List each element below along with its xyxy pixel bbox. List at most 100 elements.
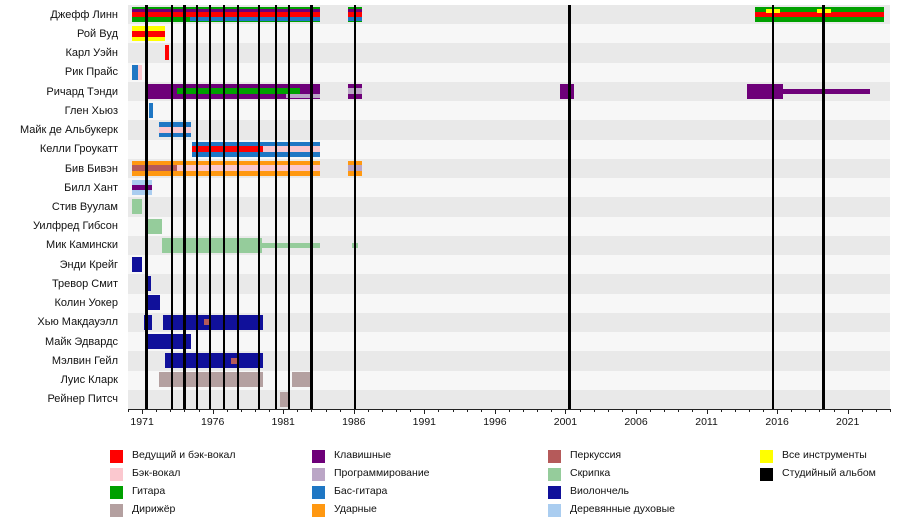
x-axis-tick [819, 409, 821, 412]
timeline-bar [132, 64, 138, 80]
timeline-bar [159, 126, 192, 133]
x-axis-tick [452, 409, 454, 412]
x-axis-tick [692, 409, 694, 412]
x-axis-tick [226, 409, 228, 412]
x-axis-tick [763, 409, 764, 412]
legend-label: Бэк-вокал [132, 467, 181, 479]
studio-album-line [310, 5, 313, 409]
legend-swatch-violin [548, 468, 561, 481]
row-band [128, 178, 890, 198]
x-axis-tick [593, 409, 595, 412]
x-axis-tick [325, 409, 327, 412]
timeline-bar [132, 11, 320, 18]
x-axis-tick [791, 409, 793, 412]
studio-album-line [236, 5, 240, 409]
x-axis-tick [466, 409, 468, 412]
row-band [128, 62, 890, 82]
x-axis-tick [240, 409, 242, 412]
x-axis-tick [353, 409, 355, 414]
x-axis-tick-label: 1971 [130, 416, 154, 428]
studio-album-line [771, 5, 775, 409]
x-axis-tick [396, 409, 398, 412]
y-axis-label: Рик Прайс [64, 66, 118, 79]
legend-swatch-lead_backing_vocals [110, 450, 123, 463]
row-band [128, 216, 890, 236]
timeline-bar [132, 30, 165, 37]
x-axis-tick [156, 409, 158, 412]
x-axis-tick [748, 409, 750, 412]
timeline-bar [286, 93, 320, 99]
y-axis-label: Билл Хант [64, 181, 118, 194]
timeline-bar [754, 11, 885, 18]
row-band [128, 235, 890, 256]
timeline-bar [132, 184, 152, 191]
x-axis-tick [198, 409, 200, 412]
y-axis-label: Ричард Тэнди [46, 85, 118, 98]
x-axis-tick [128, 409, 129, 412]
row-band [128, 120, 890, 140]
y-axis-label: Рейнер Питсч [47, 393, 118, 406]
timeline-bar [782, 88, 871, 94]
plot-area [128, 5, 890, 409]
y-axis-label: Луис Кларк [60, 374, 118, 387]
timeline-bar [262, 242, 320, 248]
legend-label: Ведущий и бэк-вокал [132, 449, 236, 461]
y-axis-label: Бив Бивэн [64, 162, 118, 175]
x-axis-tick [142, 409, 144, 414]
y-axis-label: Хью Макдауэлл [37, 316, 118, 329]
timeline-bar [164, 353, 264, 369]
row-band [128, 293, 890, 313]
studio-album-line [208, 5, 212, 409]
row-band [128, 332, 890, 352]
x-axis-tick [720, 409, 722, 412]
studio-album-line [222, 5, 226, 409]
studio-album-line [195, 5, 199, 409]
timeline-bar [177, 165, 320, 172]
x-axis-tick-label: 2001 [553, 416, 578, 428]
x-axis-tick [621, 409, 623, 412]
x-axis-tick [833, 409, 835, 412]
studio-album-line [822, 5, 825, 409]
timeline-bar [163, 314, 264, 330]
y-axis-label: Уилфред Гибсон [32, 220, 118, 233]
y-axis-label: Мэлвин Гейл [51, 354, 118, 367]
timeline-bar [132, 199, 143, 215]
studio-album-line [353, 5, 357, 409]
x-axis-tick [212, 409, 214, 414]
y-axis-label: Глен Хьюз [64, 104, 118, 117]
x-axis-tick [805, 409, 807, 412]
timeline-bar [164, 45, 169, 61]
legend-swatch-bass_guitar [312, 486, 325, 499]
x-axis-tick [579, 409, 581, 412]
x-axis-tick-label: 1981 [271, 416, 295, 428]
legend-label: Студийный альбом [782, 467, 876, 479]
legend-label: Ударные [334, 503, 377, 515]
x-axis-tick-label: 2006 [624, 416, 648, 428]
x-axis-tick [410, 409, 412, 412]
row-band [128, 274, 890, 294]
row-band [128, 312, 890, 333]
timeline-bar [263, 146, 320, 152]
x-axis-tick [424, 409, 426, 414]
x-axis-tick [269, 409, 271, 412]
timeline-bar [132, 257, 143, 273]
x-axis-tick [636, 409, 637, 414]
legend-label: Клавишные [334, 449, 392, 461]
y-axis-label: Майк Эдвардс [45, 335, 118, 348]
row-band [128, 197, 890, 217]
timeline-bar [146, 218, 162, 234]
x-axis-tick-label: 1996 [483, 416, 507, 428]
row-band [128, 43, 890, 63]
row-band [128, 255, 890, 275]
y-axis-label: Тревор Смит [51, 277, 118, 290]
y-axis-label: Рой Вуд [77, 27, 118, 40]
timeline-bar [161, 237, 263, 253]
row-band [128, 370, 890, 390]
studio-album-line [568, 5, 571, 409]
legend-label: Гитара [132, 485, 166, 497]
legend-label: Виолончель [570, 485, 629, 497]
legend-swatch-studio_album [760, 468, 773, 481]
x-axis-tick [523, 409, 525, 412]
legend-swatch-backing_vocals [110, 468, 123, 481]
